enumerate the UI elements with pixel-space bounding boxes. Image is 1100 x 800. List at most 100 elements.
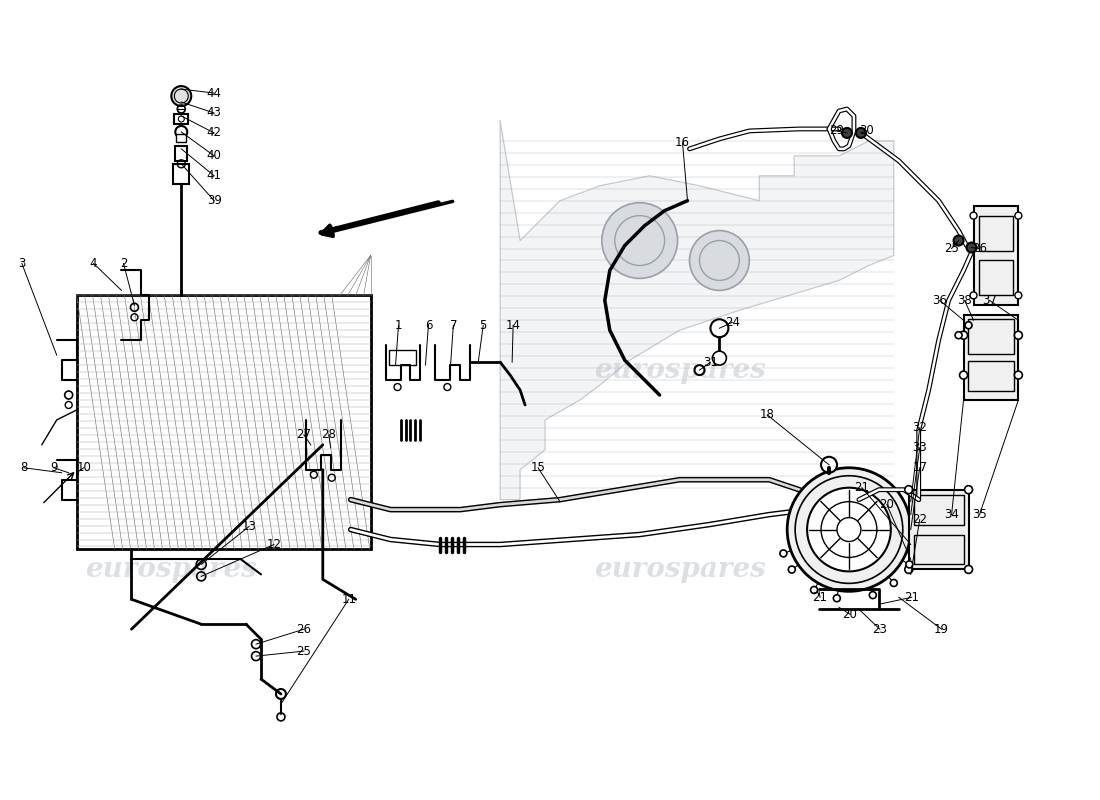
- Text: 39: 39: [207, 194, 221, 207]
- Circle shape: [834, 594, 840, 602]
- Circle shape: [713, 351, 726, 365]
- Text: 21: 21: [904, 591, 920, 604]
- Text: 44: 44: [207, 86, 222, 99]
- Circle shape: [811, 586, 817, 594]
- Circle shape: [1015, 212, 1022, 219]
- Text: 20: 20: [843, 608, 857, 621]
- Text: 6: 6: [425, 318, 432, 332]
- Text: 43: 43: [207, 106, 221, 119]
- Text: 1: 1: [395, 318, 403, 332]
- Circle shape: [905, 486, 913, 494]
- Bar: [388, 350, 417, 365]
- Bar: [914, 534, 964, 565]
- Text: eurospares: eurospares: [594, 357, 766, 384]
- Circle shape: [890, 579, 898, 586]
- Text: 4: 4: [90, 257, 97, 270]
- Text: 28: 28: [321, 428, 337, 442]
- Text: 10: 10: [76, 462, 91, 474]
- Circle shape: [821, 457, 837, 473]
- Text: 17: 17: [912, 462, 927, 474]
- Circle shape: [970, 212, 977, 219]
- Bar: [968, 319, 1014, 354]
- Text: 22: 22: [912, 513, 927, 526]
- Text: 41: 41: [207, 170, 222, 182]
- Text: 5: 5: [480, 318, 487, 332]
- Text: 16: 16: [675, 136, 690, 150]
- Text: 37: 37: [982, 294, 997, 307]
- Text: 34: 34: [944, 508, 959, 521]
- Text: 40: 40: [207, 150, 221, 162]
- Text: 9: 9: [50, 462, 57, 474]
- Circle shape: [954, 235, 964, 246]
- Bar: [968, 361, 1014, 391]
- Text: 21: 21: [855, 481, 869, 494]
- Text: 26: 26: [296, 622, 311, 636]
- Circle shape: [965, 486, 972, 494]
- Text: 7: 7: [450, 318, 458, 332]
- Text: 24: 24: [725, 316, 740, 329]
- Text: 38: 38: [957, 294, 972, 307]
- Bar: [979, 216, 1013, 250]
- Bar: [176, 134, 186, 142]
- Circle shape: [842, 128, 851, 138]
- Text: 35: 35: [972, 508, 987, 521]
- Circle shape: [965, 322, 972, 329]
- Text: 25: 25: [944, 242, 959, 255]
- Circle shape: [789, 566, 795, 573]
- Circle shape: [869, 592, 877, 598]
- Bar: [909, 490, 968, 570]
- Bar: [77, 295, 371, 550]
- Circle shape: [970, 292, 977, 299]
- Text: 25: 25: [296, 645, 311, 658]
- Bar: [174, 164, 189, 184]
- Text: 31: 31: [703, 356, 718, 369]
- Bar: [964, 315, 1019, 400]
- Text: 21: 21: [813, 591, 827, 604]
- Circle shape: [905, 566, 913, 574]
- Circle shape: [172, 86, 191, 106]
- Text: 12: 12: [266, 538, 282, 551]
- Text: 13: 13: [242, 520, 256, 533]
- Text: eurospares: eurospares: [594, 556, 766, 583]
- Text: 36: 36: [932, 294, 947, 307]
- Text: 32: 32: [912, 422, 927, 434]
- Text: 14: 14: [506, 318, 520, 332]
- Text: 19: 19: [934, 622, 949, 636]
- Circle shape: [856, 128, 866, 138]
- Circle shape: [955, 332, 962, 338]
- Bar: [979, 261, 1013, 295]
- Text: 33: 33: [912, 442, 927, 454]
- Text: 2: 2: [120, 257, 128, 270]
- Bar: [175, 146, 187, 161]
- Text: 42: 42: [207, 126, 222, 139]
- Circle shape: [602, 202, 678, 278]
- Text: 18: 18: [760, 409, 774, 422]
- Circle shape: [837, 518, 861, 542]
- Bar: [974, 206, 1019, 306]
- Circle shape: [1015, 292, 1022, 299]
- Circle shape: [906, 561, 913, 568]
- Text: eurospares: eurospares: [86, 556, 257, 583]
- Circle shape: [788, 468, 911, 591]
- Text: 29: 29: [829, 125, 845, 138]
- Circle shape: [694, 365, 704, 375]
- Bar: [914, 494, 964, 525]
- Text: 11: 11: [341, 593, 356, 606]
- Text: 30: 30: [859, 125, 874, 138]
- Polygon shape: [500, 121, 894, 500]
- Circle shape: [959, 331, 968, 339]
- Circle shape: [959, 371, 968, 379]
- Circle shape: [711, 319, 728, 338]
- Text: 8: 8: [20, 462, 28, 474]
- Text: 20: 20: [879, 498, 894, 511]
- Circle shape: [1014, 331, 1022, 339]
- Text: 3: 3: [19, 257, 25, 270]
- Text: 15: 15: [530, 462, 546, 474]
- Text: 27: 27: [296, 428, 311, 442]
- Text: 23: 23: [872, 622, 888, 636]
- Circle shape: [1014, 371, 1022, 379]
- Circle shape: [967, 242, 977, 253]
- Circle shape: [807, 488, 891, 571]
- Circle shape: [690, 230, 749, 290]
- Text: eurospares: eurospares: [86, 357, 257, 384]
